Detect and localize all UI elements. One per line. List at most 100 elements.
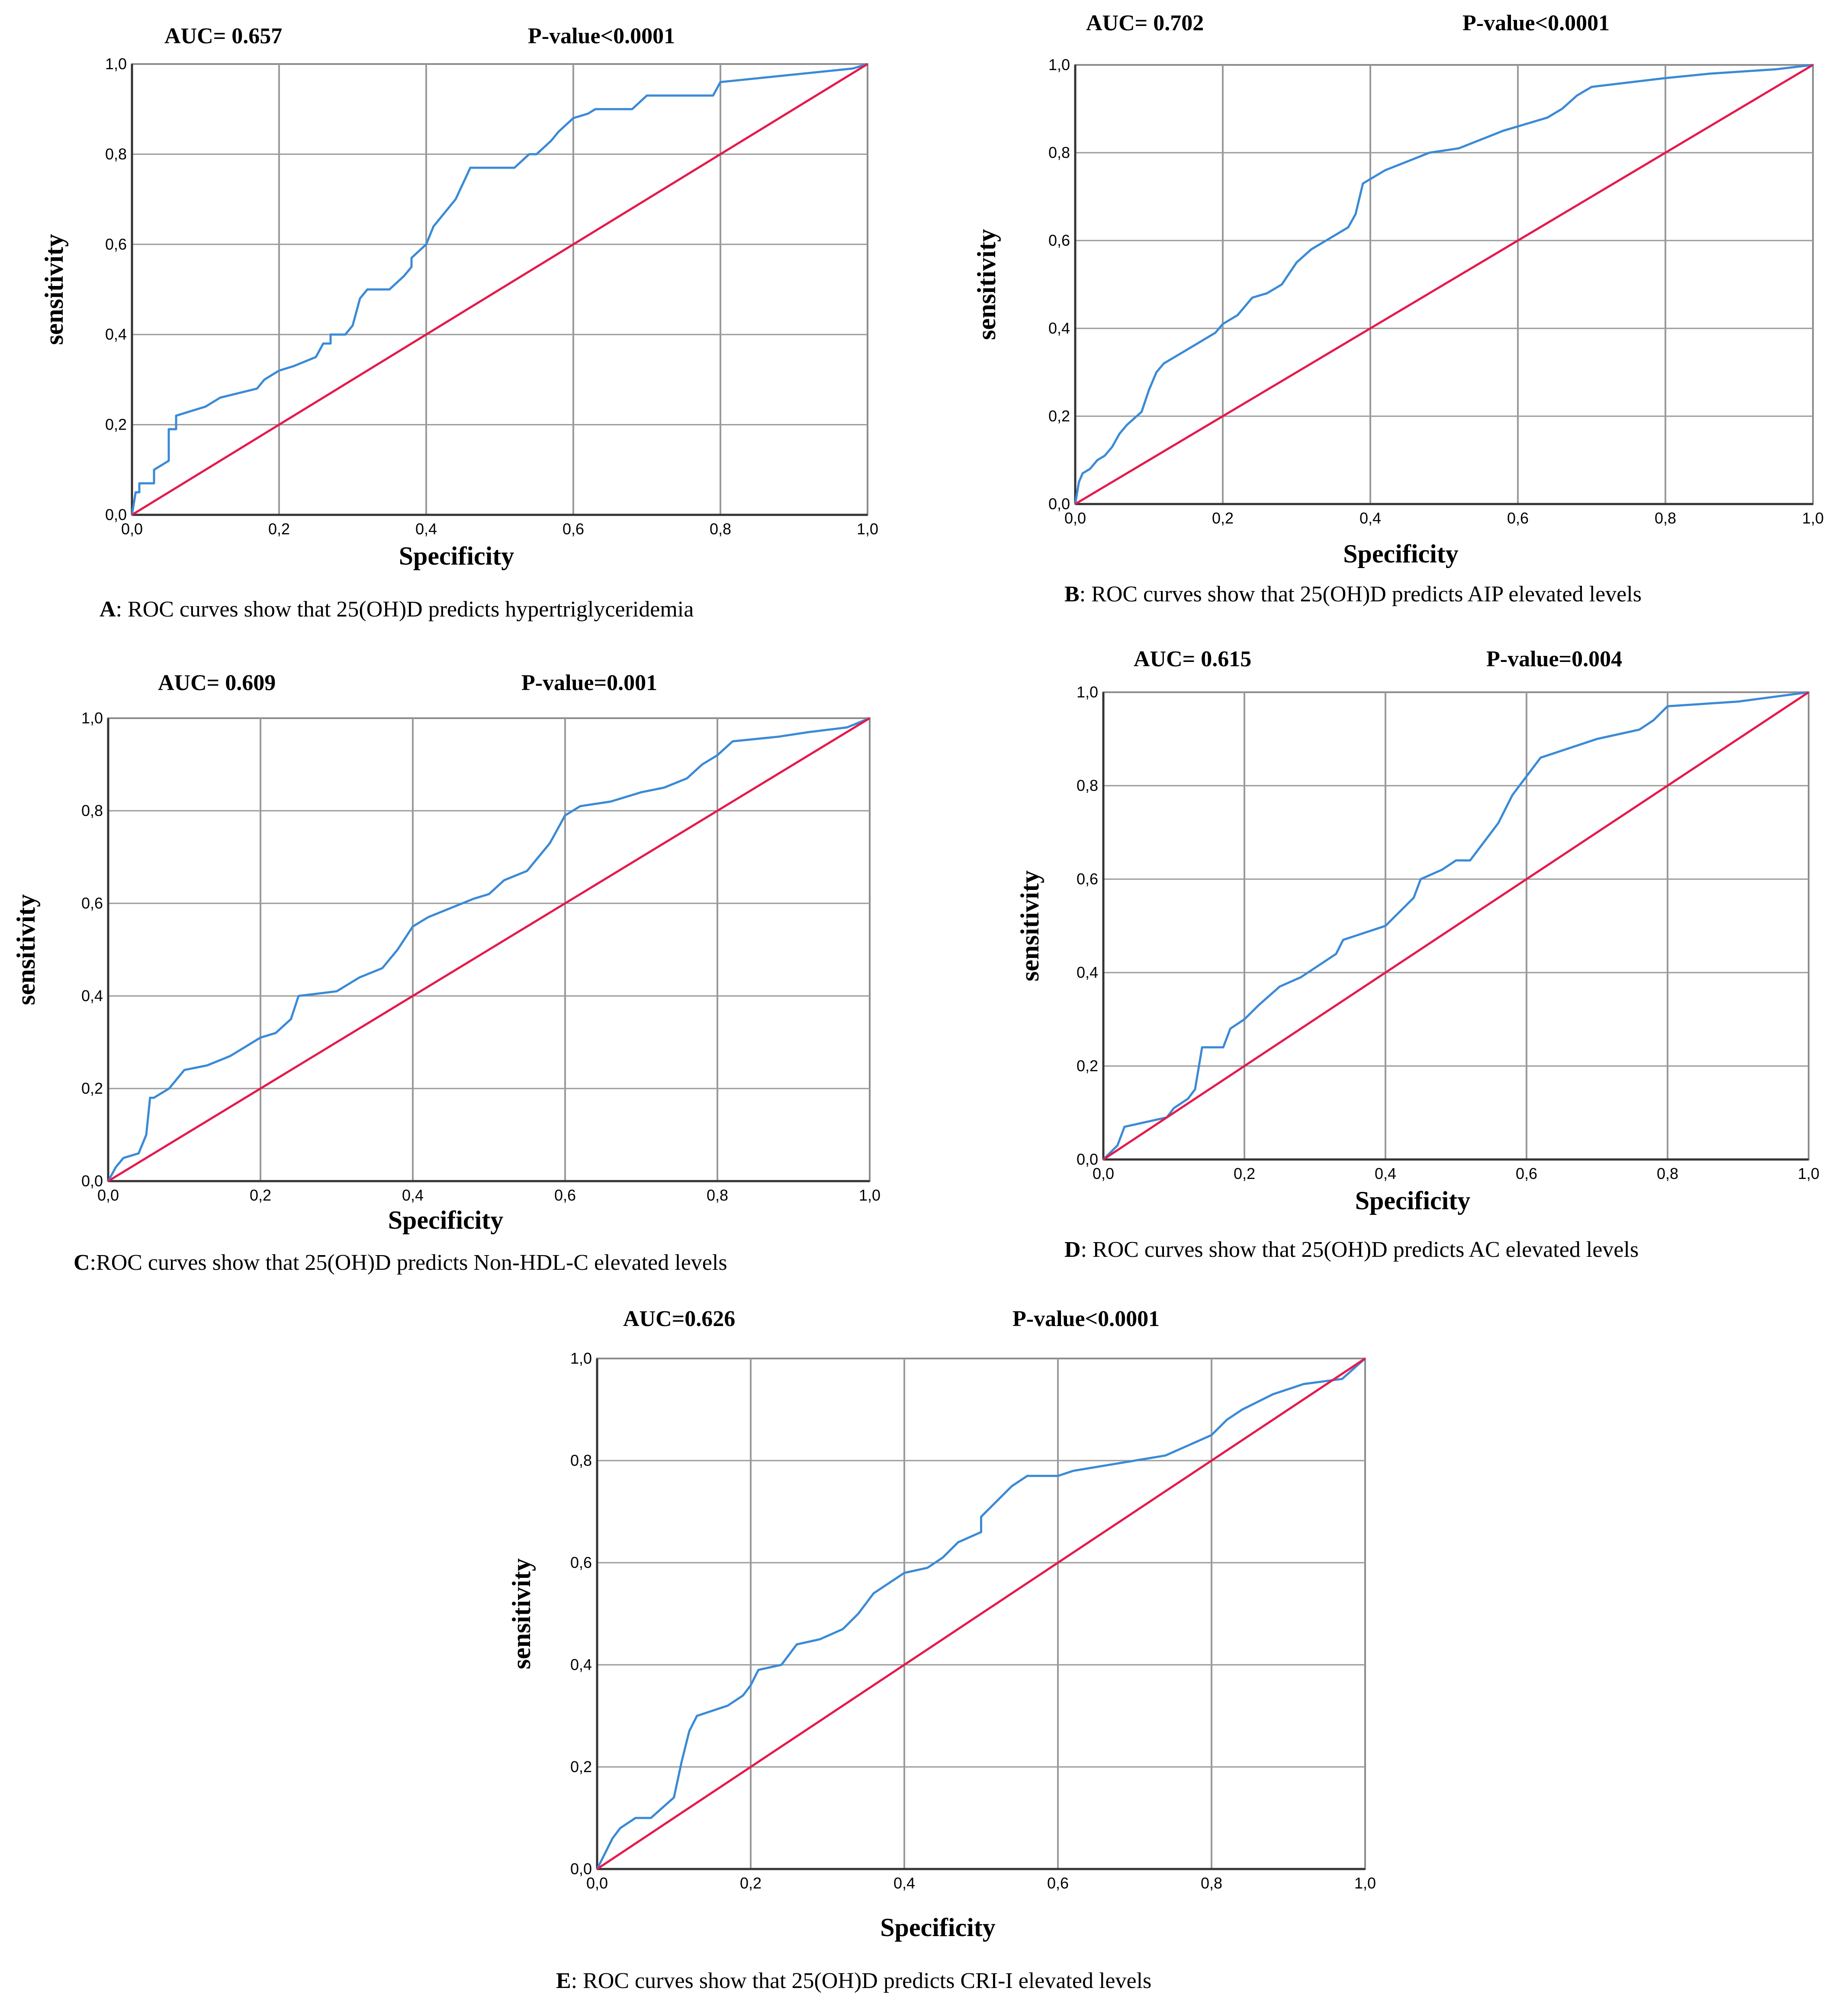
panel-caption: E: ROC curves show that 25(OH)D predicts…: [556, 1969, 1151, 1993]
y-tick-label: 0,0: [1077, 1150, 1098, 1168]
y-tick-label: 0,4: [1077, 963, 1098, 981]
y-tick-label: 0,4: [81, 987, 103, 1005]
y-axis-label: sensitivity: [40, 234, 68, 345]
y-tick-label: 0,8: [1077, 777, 1098, 794]
x-tick-label: 0,0: [97, 1186, 119, 1204]
x-tick-label: 0,2: [268, 520, 290, 538]
y-tick-label: 0,0: [81, 1172, 103, 1190]
x-tick-label: 0,2: [1212, 509, 1234, 527]
x-tick-label: 0,6: [1507, 509, 1529, 527]
caption-text: :ROC curves show that 25(OH)D predicts N…: [90, 1250, 727, 1275]
reference-diagonal-line: [1102, 691, 1809, 1161]
caption-panel-letter: E: [556, 1969, 571, 1993]
roc-panel-c: 0,0 0,2 0,4 0,6 0,8 1,0 0,0 0,2 0,4 0,6 0,8 1,0 AUC=…: [12, 671, 881, 1275]
caption-panel-letter: C: [74, 1250, 90, 1275]
x-tick-label: 1,0: [1354, 1874, 1376, 1892]
roc-curve-line: [107, 717, 870, 1182]
y-tick-label: 0,4: [570, 1656, 592, 1673]
x-axis-label: Specificity: [1343, 540, 1459, 568]
y-tick-label: 0,8: [105, 145, 127, 163]
y-tick-label: 0,2: [1077, 1057, 1098, 1075]
reference-diagonal-line: [131, 63, 868, 516]
roc-curve-line: [596, 1358, 1366, 1870]
y-tick-label: 0,6: [1048, 231, 1070, 249]
x-tick-label: 1,0: [857, 520, 878, 538]
roc-panel-a: 0,0 0,2 0,4 0,6 0,8 1,0 0,0 0,2 0,4 0,6 0,8 1,0 AUC=…: [40, 24, 878, 622]
reference-diagonal-line: [596, 1357, 1366, 1870]
y-tick-label: 1,0: [105, 55, 127, 73]
p-value-label: P-value=0.004: [1486, 647, 1622, 671]
y-tick-label: 0,0: [105, 506, 127, 523]
caption-text: : ROC curves show that 25(OH)D predicts …: [116, 597, 694, 622]
x-tick-label: 0,8: [1655, 509, 1676, 527]
x-tick-label: 1,0: [1798, 1165, 1819, 1182]
y-axis-label: sensitivity: [972, 229, 1001, 340]
caption-panel-letter: A: [100, 597, 116, 622]
y-tick-label: 1,0: [1048, 56, 1070, 74]
p-value-label: P-value<0.0001: [1462, 11, 1610, 35]
y-tick-label: 1,0: [570, 1349, 592, 1367]
caption-text: : ROC curves show that 25(OH)D predicts …: [1080, 582, 1642, 607]
x-tick-label: 0,0: [586, 1874, 608, 1892]
y-tick-label: 0,4: [1048, 319, 1070, 337]
x-tick-label: 0,0: [1093, 1165, 1114, 1182]
roc-curve-line: [131, 63, 868, 515]
x-tick-label: 0,4: [415, 520, 437, 538]
roc-panel-e: 0,0 0,2 0,4 0,6 0,8 1,0 0,0 0,2 0,4 0,6 0,8 1,0 AUC=…: [507, 1307, 1376, 1993]
auc-label: AUC= 0.609: [158, 671, 276, 695]
p-value-label: P-value<0.0001: [528, 24, 675, 48]
x-tick-label: 0,8: [1657, 1165, 1678, 1182]
x-axis-label: Specificity: [1355, 1186, 1471, 1215]
y-tick-label: 0,8: [81, 802, 103, 819]
x-tick-label: 0,2: [250, 1186, 271, 1204]
x-tick-label: 0,4: [1359, 509, 1381, 527]
x-tick-label: 1,0: [859, 1186, 881, 1204]
y-tick-label: 0,2: [570, 1758, 592, 1776]
y-tick-label: 0,6: [105, 235, 127, 253]
x-tick-label: 1,0: [1802, 509, 1824, 527]
x-tick-label: 0,2: [1234, 1165, 1255, 1182]
y-tick-label: 0,8: [570, 1452, 592, 1469]
p-value-label: P-value<0.0001: [1012, 1307, 1160, 1331]
roc-panel-b: 0,0 0,2 0,4 0,6 0,8 1,0 0,0 0,2 0,4 0,6 0,8 1,0 AUC=…: [972, 11, 1824, 607]
caption-text: : ROC curves show that 25(OH)D predicts …: [571, 1969, 1152, 1993]
y-tick-label: 1,0: [81, 709, 103, 727]
reference-diagonal-line: [1074, 64, 1814, 505]
x-tick-label: 0,4: [1375, 1165, 1396, 1182]
x-tick-label: 0,4: [402, 1186, 424, 1204]
y-tick-label: 0,0: [570, 1860, 592, 1878]
y-tick-label: 0,0: [1048, 495, 1070, 513]
auc-label: AUC=0.626: [623, 1307, 735, 1331]
x-tick-label: 0,6: [1516, 1165, 1537, 1182]
y-tick-label: 0,6: [1077, 870, 1098, 888]
reference-diagonal-line: [107, 717, 871, 1182]
roc-curve-line: [1074, 64, 1813, 504]
panel-caption: B: ROC curves show that 25(OH)D predicts…: [1064, 582, 1642, 607]
y-tick-label: 0,2: [105, 416, 127, 434]
x-tick-label: 0,4: [893, 1874, 915, 1892]
x-tick-label: 0,2: [740, 1874, 762, 1892]
p-value-label: P-value=0.001: [521, 671, 657, 695]
caption-text: : ROC curves show that 25(OH)D predicts …: [1081, 1237, 1639, 1262]
panel-caption: A: ROC curves show that 25(OH)D predicts…: [100, 597, 694, 622]
y-tick-label: 0,8: [1048, 144, 1070, 161]
panel-caption: C:ROC curves show that 25(OH)D predicts …: [74, 1250, 727, 1275]
x-axis-label: Specificity: [399, 542, 514, 570]
y-tick-label: 0,2: [1048, 407, 1070, 425]
caption-panel-letter: D: [1064, 1237, 1081, 1262]
y-tick-label: 0,6: [81, 894, 103, 912]
x-tick-label: 0,8: [707, 1186, 728, 1204]
x-axis-label: Specificity: [880, 1913, 996, 1942]
y-tick-label: 0,2: [81, 1079, 103, 1097]
auc-label: AUC= 0.615: [1134, 647, 1251, 671]
x-tick-label: 0,6: [562, 520, 584, 538]
roc-panel-d: 0,0 0,2 0,4 0,6 0,8 1,0 0,0 0,2 0,4 0,6 0,8 1,0 AUC=…: [1016, 647, 1819, 1262]
y-tick-label: 1,0: [1077, 683, 1098, 701]
y-tick-label: 0,4: [105, 325, 127, 343]
x-tick-label: 0,0: [121, 520, 143, 538]
panel-caption: D: ROC curves show that 25(OH)D predicts…: [1064, 1237, 1639, 1262]
auc-label: AUC= 0.657: [164, 24, 282, 48]
y-tick-label: 0,6: [570, 1554, 592, 1571]
